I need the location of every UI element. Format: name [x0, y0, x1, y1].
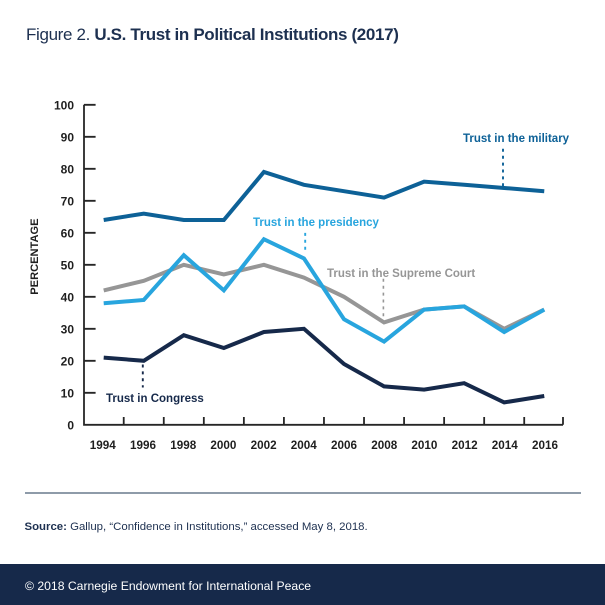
svg-text:100: 100 — [54, 99, 74, 113]
svg-text:2010: 2010 — [411, 439, 438, 452]
svg-text:30: 30 — [61, 323, 75, 337]
svg-text:10: 10 — [61, 387, 75, 401]
svg-text:0: 0 — [67, 419, 74, 433]
svg-text:2000: 2000 — [210, 439, 237, 452]
svg-text:2016: 2016 — [532, 439, 559, 452]
svg-text:2012: 2012 — [452, 439, 479, 452]
svg-text:50: 50 — [61, 259, 75, 273]
svg-text:2006: 2006 — [331, 439, 358, 452]
svg-text:1994: 1994 — [90, 439, 117, 452]
svg-text:20: 20 — [61, 355, 75, 369]
svg-text:2004: 2004 — [291, 439, 318, 452]
svg-text:2008: 2008 — [371, 439, 398, 452]
svg-text:Trust in Congress: Trust in Congress — [106, 393, 204, 405]
svg-text:80: 80 — [61, 163, 75, 177]
svg-text:60: 60 — [61, 227, 75, 241]
svg-text:40: 40 — [61, 291, 75, 305]
svg-text:Trust in the presidency: Trust in the presidency — [253, 217, 379, 229]
svg-text:1996: 1996 — [130, 439, 157, 452]
svg-text:Trust in the military: Trust in the military — [463, 133, 570, 145]
svg-text:2014: 2014 — [492, 439, 519, 452]
svg-text:PERCENTAGE: PERCENTAGE — [29, 218, 41, 294]
svg-text:90: 90 — [61, 131, 75, 145]
svg-text:1998: 1998 — [170, 439, 197, 452]
svg-text:2002: 2002 — [251, 439, 278, 452]
svg-text:Trust in the Supreme Court: Trust in the Supreme Court — [327, 268, 475, 280]
svg-text:70: 70 — [61, 195, 75, 209]
